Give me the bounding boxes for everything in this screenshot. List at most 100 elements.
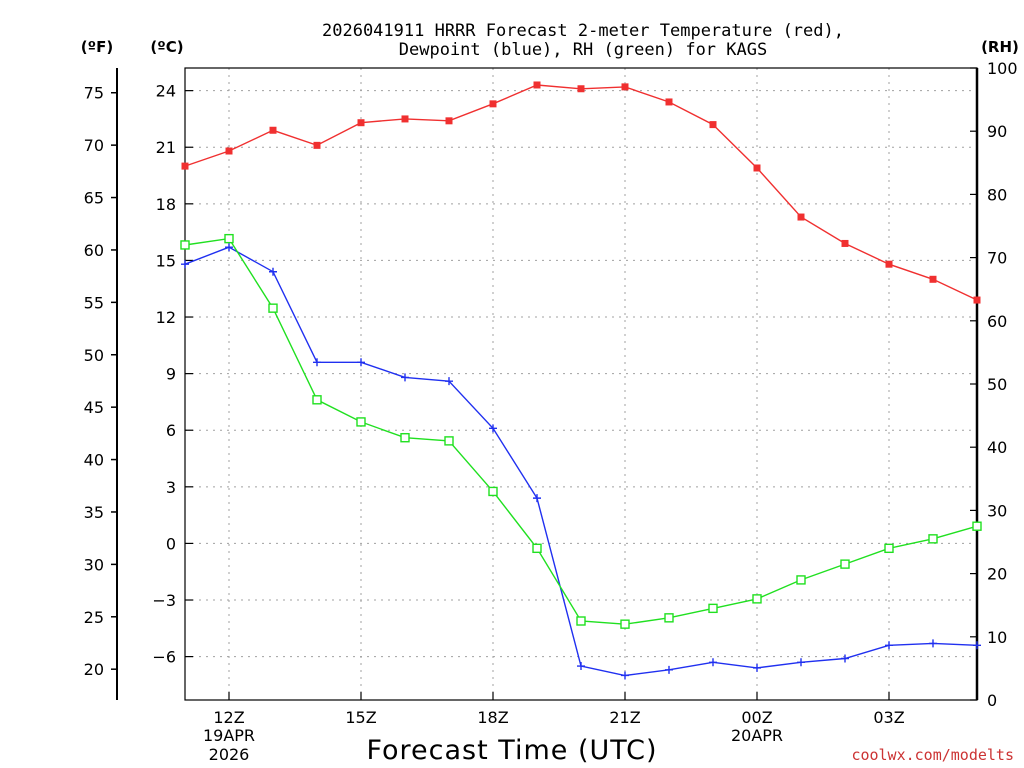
fahrenheit-tick-label: 25 <box>84 608 104 627</box>
rh-tick-label: 10 <box>987 628 1007 647</box>
dewpoint-point <box>489 424 497 433</box>
temperature-point <box>621 83 629 91</box>
rh-tick-label: 100 <box>987 59 1018 78</box>
fahrenheit-tick-label: 55 <box>84 293 104 312</box>
temperature-point <box>489 100 497 108</box>
plot-frame <box>184 67 978 701</box>
rh-unit-label: (RH) <box>981 38 1019 56</box>
temperature-point <box>885 260 893 268</box>
rh-point <box>708 603 718 614</box>
temperature-point <box>401 115 409 123</box>
rh-tick-label: 40 <box>987 438 1007 457</box>
celsius-tick-label: 24 <box>156 82 176 101</box>
x-tick-label: 12Z <box>213 708 244 727</box>
title-line-1: 2026041911 HRRR Forecast 2-meter Tempera… <box>322 21 844 41</box>
celsius-tick-label: −3 <box>152 591 176 610</box>
temperature-point <box>181 162 189 170</box>
rh-tick-label: 80 <box>987 185 1007 204</box>
axes <box>111 67 979 701</box>
celsius-tick-label: 9 <box>166 365 176 384</box>
rh-point <box>356 417 366 427</box>
celsius-tick-label: 6 <box>166 421 176 440</box>
fahrenheit-tick-label: 70 <box>84 136 104 155</box>
rh-point <box>620 619 630 629</box>
fahrenheit-tick-label: 40 <box>84 451 104 470</box>
rh-point <box>796 575 806 585</box>
temperature-point <box>797 213 805 221</box>
dewpoint-line <box>184 246 978 677</box>
title-line-2: Dewpoint (blue), RH (green) for KAGS <box>399 40 767 60</box>
temperature-point <box>841 239 849 247</box>
series-temperature <box>181 81 981 304</box>
rh-tick-label: 0 <box>987 691 997 710</box>
x-tick-label: 18Z <box>477 708 508 727</box>
celsius-tick-label: 0 <box>166 534 176 553</box>
celsius-tick-label: 15 <box>156 251 176 270</box>
fahrenheit-tick-label: 60 <box>84 241 104 260</box>
series-rh <box>180 233 982 629</box>
x-tick-date-label: 19APR <box>203 726 255 745</box>
celsius-unit-label: (ºC) <box>150 38 183 56</box>
x-tick-label: 03Z <box>873 708 904 727</box>
rh-point <box>752 594 762 604</box>
x-tick-label: 00Z <box>741 708 772 727</box>
rh-tick-label: 60 <box>987 312 1007 331</box>
x-axis-title: Forecast Time (UTC) <box>366 735 657 766</box>
dewpoint-point <box>401 373 409 382</box>
rh-tick-label: 30 <box>987 501 1007 520</box>
fahrenheit-tick-label: 45 <box>84 398 104 417</box>
rh-point <box>312 395 322 405</box>
rh-point <box>488 486 498 497</box>
fahrenheit-tick-label: 35 <box>84 503 104 522</box>
x-tick-label: 21Z <box>609 708 640 727</box>
dewpoint-point <box>709 658 717 667</box>
dewpoint-point <box>973 641 981 650</box>
temperature-point <box>577 85 585 93</box>
rh-point <box>224 233 234 244</box>
dewpoint-point <box>269 267 277 276</box>
temperature-point <box>753 164 761 172</box>
fahrenheit-tick-label: 50 <box>84 346 104 365</box>
rh-point <box>180 240 190 250</box>
rh-point <box>972 521 982 531</box>
celsius-tick-label: −6 <box>152 648 176 667</box>
temperature-point <box>313 141 321 149</box>
series-dewpoint <box>181 243 981 680</box>
temperature-point <box>357 119 365 127</box>
dewpoint-point <box>225 243 233 252</box>
rh-tick-label: 20 <box>987 565 1007 584</box>
temperature-point <box>445 117 453 125</box>
rh-tick-label: 70 <box>987 249 1007 268</box>
tick-labels: 75706560555045403530252024211815129630−3… <box>84 59 1018 764</box>
dewpoint-point <box>577 662 585 671</box>
x-tick-year-label: 2026 <box>209 745 250 764</box>
rh-tick-label: 50 <box>987 375 1007 394</box>
dewpoint-point <box>621 671 629 680</box>
watermark: coolwx.com/modelts <box>851 746 1014 764</box>
temperature-point <box>269 126 277 134</box>
title: 2026041911 HRRR Forecast 2-meter Tempera… <box>322 21 844 60</box>
fahrenheit-unit-label: (ºF) <box>81 38 113 56</box>
x-tick-label: 15Z <box>345 708 376 727</box>
rh-point <box>400 433 410 443</box>
rh-point <box>268 303 278 313</box>
temperature-point <box>709 121 717 129</box>
temperature-point <box>533 81 541 89</box>
dewpoint-point <box>665 665 673 674</box>
gridlines <box>185 68 977 700</box>
dewpoint-point <box>753 663 761 672</box>
rh-point <box>576 616 586 626</box>
x-tick-date-label: 20APR <box>731 726 783 745</box>
rh-point <box>444 436 454 446</box>
temperature-point <box>225 147 233 155</box>
rh-point <box>664 613 674 623</box>
celsius-tick-label: 3 <box>166 478 176 497</box>
temperature-line <box>184 84 978 301</box>
fahrenheit-tick-label: 75 <box>84 84 104 103</box>
rh-line <box>184 237 978 625</box>
dewpoint-point <box>929 639 937 648</box>
celsius-tick-label: 18 <box>156 195 176 214</box>
dewpoint-point <box>313 358 321 367</box>
rh-tick-label: 90 <box>987 122 1007 141</box>
